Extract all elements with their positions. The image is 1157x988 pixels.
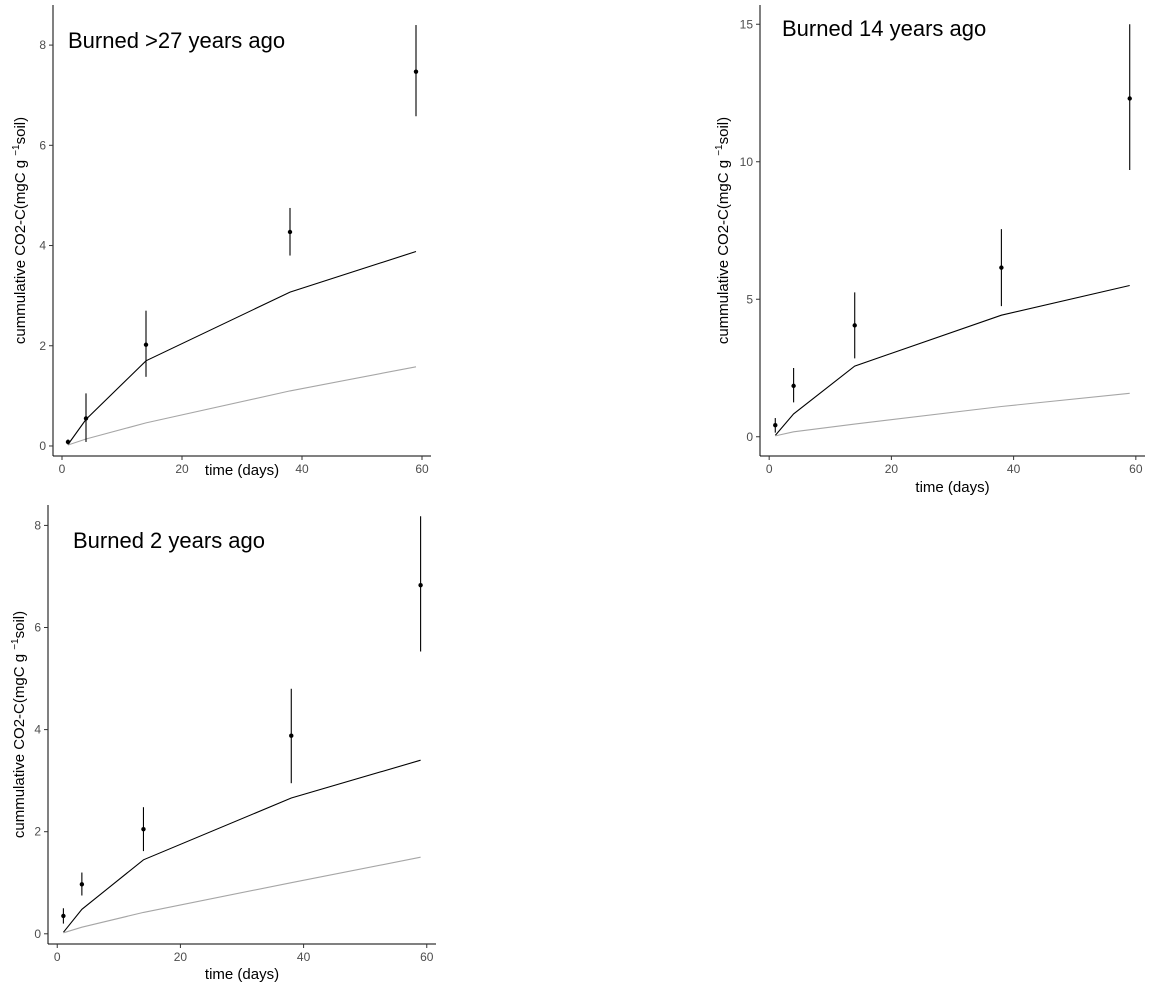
- y-tick-label: 8: [34, 518, 41, 532]
- y-tick-label: 0: [39, 439, 46, 453]
- x-tick-label: 60: [420, 950, 434, 964]
- y-tick-label: 5: [746, 292, 753, 306]
- y-tick-label: 2: [34, 825, 41, 839]
- x-axis-title: time (days): [205, 462, 279, 479]
- data-point: [791, 383, 796, 389]
- series-line-1: [774, 284, 1130, 436]
- x-tick-label: 60: [415, 462, 429, 476]
- chart-panel-2: 0 5 10 15 0 20 40 60 time (days) cummulative CO2-…: [714, 5, 1145, 496]
- data-point: [287, 229, 293, 235]
- data-point: [83, 416, 89, 421]
- y-tick-label: 4: [39, 239, 46, 253]
- data-point: [418, 582, 423, 588]
- x-tick-label: 40: [1007, 462, 1021, 476]
- data-point: [413, 69, 419, 74]
- chart-panel-1: 0 2 4 6 8 0 20 40 60 time (days) cummulative CO2-C…: [11, 5, 431, 479]
- x-tick-label: 0: [766, 462, 773, 476]
- series-line-1: [62, 759, 421, 933]
- y-tick-label: 8: [39, 38, 46, 52]
- data-point: [999, 265, 1004, 270]
- data-point: [141, 826, 146, 832]
- x-tick-label: 20: [175, 462, 189, 476]
- y-tick-label: 15: [740, 17, 754, 31]
- data-point: [289, 733, 294, 738]
- data-point: [65, 439, 71, 445]
- x-tick-label: 40: [297, 950, 311, 964]
- data-point: [61, 913, 66, 919]
- series-line-2: [775, 392, 1130, 437]
- x-tick-label: 0: [59, 462, 66, 476]
- panel-title: Burned 2 years ago: [73, 528, 265, 553]
- y-axis-title: cummulative CO2-C(mgC g −1soil): [11, 117, 29, 344]
- x-tick-label: 0: [54, 950, 61, 964]
- panel-title: Burned >27 years ago: [68, 28, 285, 53]
- data-point: [773, 423, 778, 428]
- series-line-1: [67, 250, 417, 445]
- x-axis-title: time (days): [205, 966, 279, 983]
- y-tick-label: 6: [39, 138, 46, 152]
- x-axis-title: time (days): [915, 479, 989, 496]
- y-axis-title: cummulative CO2-C(mgC g −1soil): [10, 611, 28, 838]
- y-tick-label: 2: [39, 339, 46, 353]
- x-tick-label: 20: [174, 950, 188, 964]
- y-tick-label: 10: [740, 155, 754, 169]
- x-tick-label: 20: [885, 462, 899, 476]
- y-tick-label: 0: [746, 430, 753, 444]
- panel-title: Burned 14 years ago: [782, 16, 986, 41]
- y-tick-label: 6: [34, 621, 41, 635]
- data-point: [852, 323, 857, 328]
- y-axis-title: cummulative CO2-C(mgC g −1soil): [714, 117, 732, 344]
- x-tick-label: 40: [295, 462, 309, 476]
- data-point: [79, 882, 85, 887]
- chart-panel-3: 0 2 4 6 8 0 20 40 60 time (days) cummulative CO2-C…: [10, 505, 436, 983]
- y-tick-label: 0: [34, 927, 41, 941]
- data-point: [143, 342, 149, 347]
- series-line-2: [63, 856, 421, 934]
- data-point: [1127, 96, 1132, 101]
- series-line-2: [67, 366, 417, 446]
- x-tick-label: 60: [1129, 462, 1143, 476]
- y-tick-label: 4: [34, 723, 41, 737]
